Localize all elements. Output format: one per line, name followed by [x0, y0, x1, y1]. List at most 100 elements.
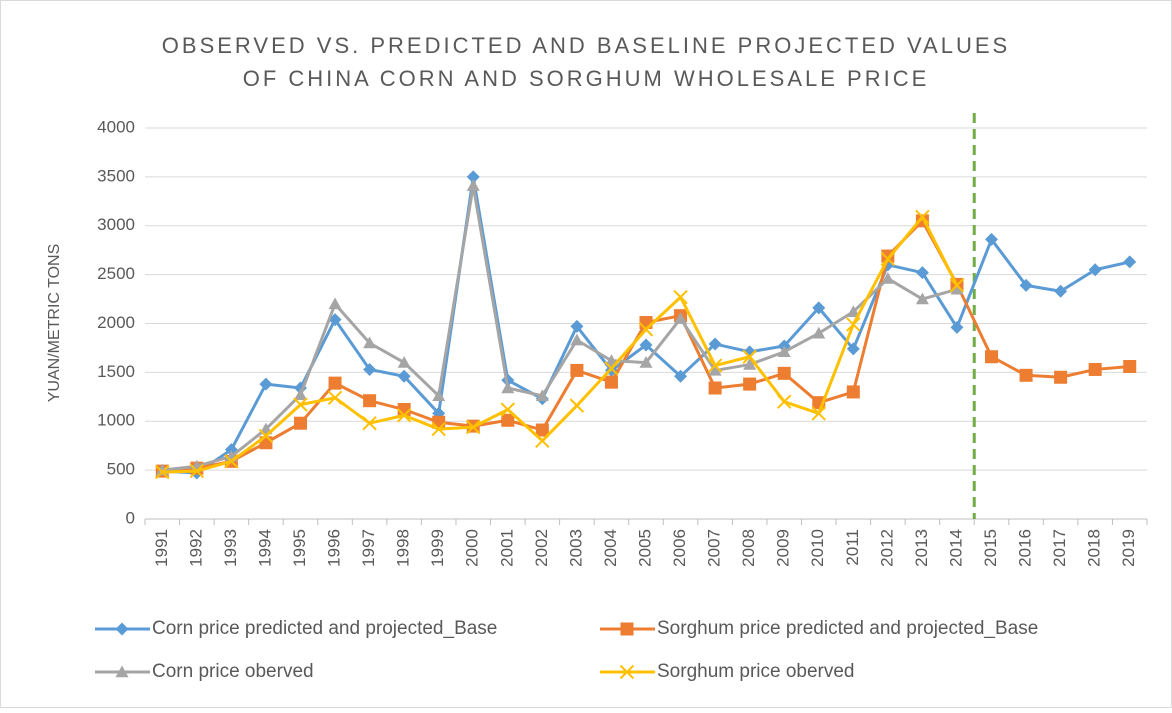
marker	[224, 454, 239, 469]
marker	[950, 282, 964, 295]
marker	[846, 385, 860, 399]
marker	[1123, 360, 1137, 374]
marker	[466, 419, 481, 435]
x-tick-label: 2011	[843, 529, 862, 566]
marker	[396, 408, 412, 423]
y-tick-label: 3500	[97, 166, 135, 185]
marker	[742, 349, 757, 364]
marker	[743, 345, 757, 359]
marker	[293, 416, 307, 430]
x-tick-label: 1995	[290, 529, 309, 567]
marker	[115, 665, 129, 678]
x-tick-label: 1997	[359, 529, 378, 567]
marker	[846, 317, 861, 332]
marker	[708, 363, 722, 376]
marker	[708, 337, 722, 351]
marker	[1088, 263, 1102, 277]
x-tick-label: 1994	[255, 529, 274, 567]
marker	[259, 377, 273, 391]
marker	[846, 342, 860, 356]
marker	[1088, 362, 1102, 376]
marker	[501, 381, 515, 394]
x-tick-label: 1992	[186, 529, 205, 567]
marker	[155, 464, 170, 480]
marker	[397, 356, 411, 368]
y-tick-label: 1500	[97, 362, 135, 381]
y-tick-label: 2500	[97, 264, 135, 283]
x-tick-label: 2008	[739, 529, 758, 567]
chart-title: OBSERVED VS. PREDICTED AND BASELINE PROJ…	[162, 33, 1010, 58]
marker	[985, 232, 999, 246]
x-tick-label: 2001	[497, 529, 516, 567]
marker	[363, 336, 377, 349]
marker	[570, 333, 584, 346]
x-tick-label: 2018	[1085, 529, 1104, 567]
marker	[639, 356, 653, 368]
x-tick-label: 2002	[532, 529, 551, 567]
marker	[258, 428, 274, 444]
y-tick-label: 500	[107, 460, 135, 479]
marker	[880, 251, 896, 267]
marker	[707, 358, 723, 373]
legend-label: Sorghum price oberved	[657, 661, 855, 682]
y-axis-label: YUAN/METRIC TONS	[46, 244, 63, 403]
marker	[674, 369, 688, 383]
marker	[535, 433, 550, 449]
marker	[638, 322, 654, 337]
x-tick-label: 1991	[152, 529, 171, 567]
marker	[189, 463, 205, 479]
marker	[501, 413, 515, 427]
marker	[1019, 368, 1033, 382]
marker	[328, 297, 342, 310]
x-tick-label: 2005	[635, 529, 654, 567]
marker	[1054, 370, 1068, 384]
marker	[846, 305, 860, 317]
marker	[619, 664, 635, 680]
legend-label: Sorghum price predicted and projected_Ba…	[657, 618, 1038, 639]
marker	[915, 209, 930, 225]
marker	[1123, 255, 1137, 269]
marker	[985, 350, 999, 364]
marker	[777, 345, 791, 358]
x-tick-label: 1998	[394, 529, 413, 567]
marker	[743, 358, 757, 370]
marker	[500, 402, 516, 417]
legend-label: Corn price predicted and projected_Base	[152, 618, 497, 639]
series-line	[162, 184, 958, 472]
marker	[466, 179, 480, 191]
x-tick-label: 2012	[877, 529, 896, 567]
marker	[776, 394, 792, 409]
marker	[431, 421, 446, 437]
marker	[535, 389, 549, 402]
x-tick-label: 2013	[912, 529, 931, 567]
marker	[432, 389, 446, 402]
x-tick-label: 2009	[774, 529, 793, 567]
marker	[743, 377, 757, 391]
marker	[328, 376, 342, 390]
x-tick-label: 2006	[670, 529, 689, 567]
marker	[811, 406, 826, 421]
marker	[639, 338, 653, 352]
marker	[620, 622, 634, 636]
legend-label: Corn price oberved	[152, 661, 314, 682]
marker	[708, 381, 722, 395]
x-tick-label: 1999	[428, 529, 447, 567]
x-tick-label: 2003	[566, 529, 585, 567]
marker	[293, 397, 308, 412]
marker	[915, 266, 929, 280]
marker	[915, 292, 929, 305]
x-tick-label: 2019	[1119, 529, 1138, 567]
marker	[812, 326, 826, 339]
x-tick-label: 2017	[1050, 529, 1069, 567]
x-tick-label: 2016	[1016, 529, 1035, 567]
y-tick-label: 2000	[97, 313, 135, 332]
marker	[673, 289, 688, 305]
marker	[397, 369, 411, 383]
x-tick-label: 2000	[463, 529, 482, 567]
marker	[535, 423, 549, 437]
x-tick-label: 2015	[981, 529, 1000, 567]
marker	[674, 312, 688, 324]
x-tick-label: 2014	[946, 529, 965, 567]
x-tick-label: 2004	[601, 529, 620, 567]
